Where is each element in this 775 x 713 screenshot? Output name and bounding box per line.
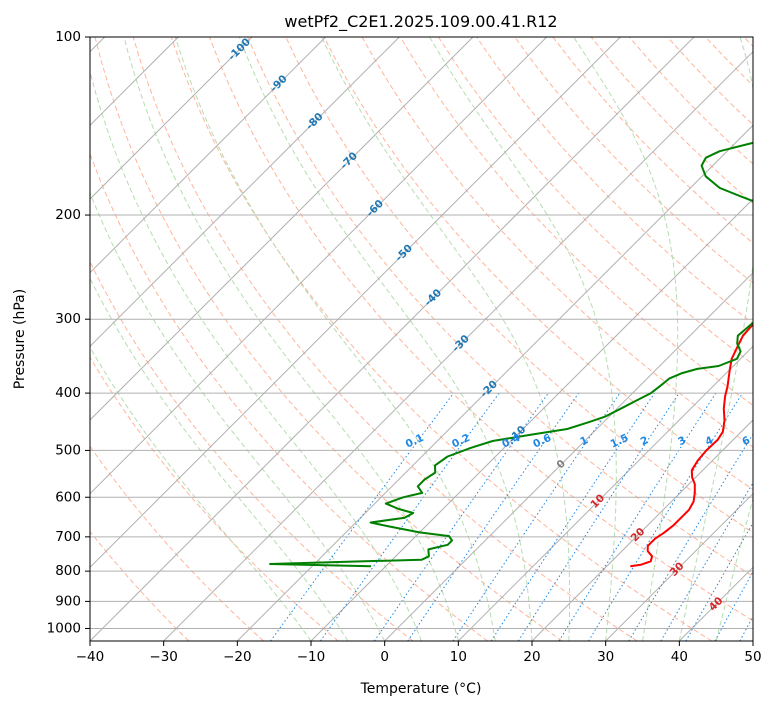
mixing-ratio-line	[767, 393, 775, 641]
y-tick-label: 400	[55, 385, 81, 401]
y-tick-label: 900	[55, 593, 81, 609]
x-tick-label: 10	[450, 649, 467, 665]
x-tick-label: 50	[744, 649, 761, 665]
y-tick-label: 1000	[47, 620, 81, 636]
y-axis-ticks: 100 200 300 400 500 600 700 800 900 1000	[47, 29, 90, 636]
y-tick-label: 600	[55, 489, 81, 505]
y-tick-label: 500	[55, 442, 81, 458]
x-tick-label: 0	[380, 649, 389, 665]
y-tick-label: 300	[55, 311, 81, 327]
chart-title: wetPf2_C2E1.2025.109.00.41.R12	[284, 12, 557, 32]
y-tick-label: 200	[55, 207, 81, 223]
x-tick-label: 30	[597, 649, 614, 665]
y-tick-label: 700	[55, 529, 81, 545]
y-tick-label: 100	[55, 29, 81, 45]
isotherm-line	[753, 37, 775, 641]
x-axis-ticks: −40 −30 −20 −10 0 10 20 30 40 50	[76, 641, 762, 665]
x-tick-label: −10	[297, 649, 326, 665]
x-tick-label: 40	[671, 649, 688, 665]
x-axis-label: Temperature (°C)	[360, 681, 482, 697]
x-tick-label: 20	[523, 649, 540, 665]
plot-background	[90, 37, 753, 641]
x-tick-label: −20	[223, 649, 252, 665]
mixing-ratio-label: 8	[770, 434, 775, 448]
y-axis-label: Pressure (hPa)	[12, 289, 28, 389]
x-tick-label: −40	[76, 649, 105, 665]
y-tick-label: 800	[55, 563, 81, 579]
x-tick-label: −30	[149, 649, 178, 665]
